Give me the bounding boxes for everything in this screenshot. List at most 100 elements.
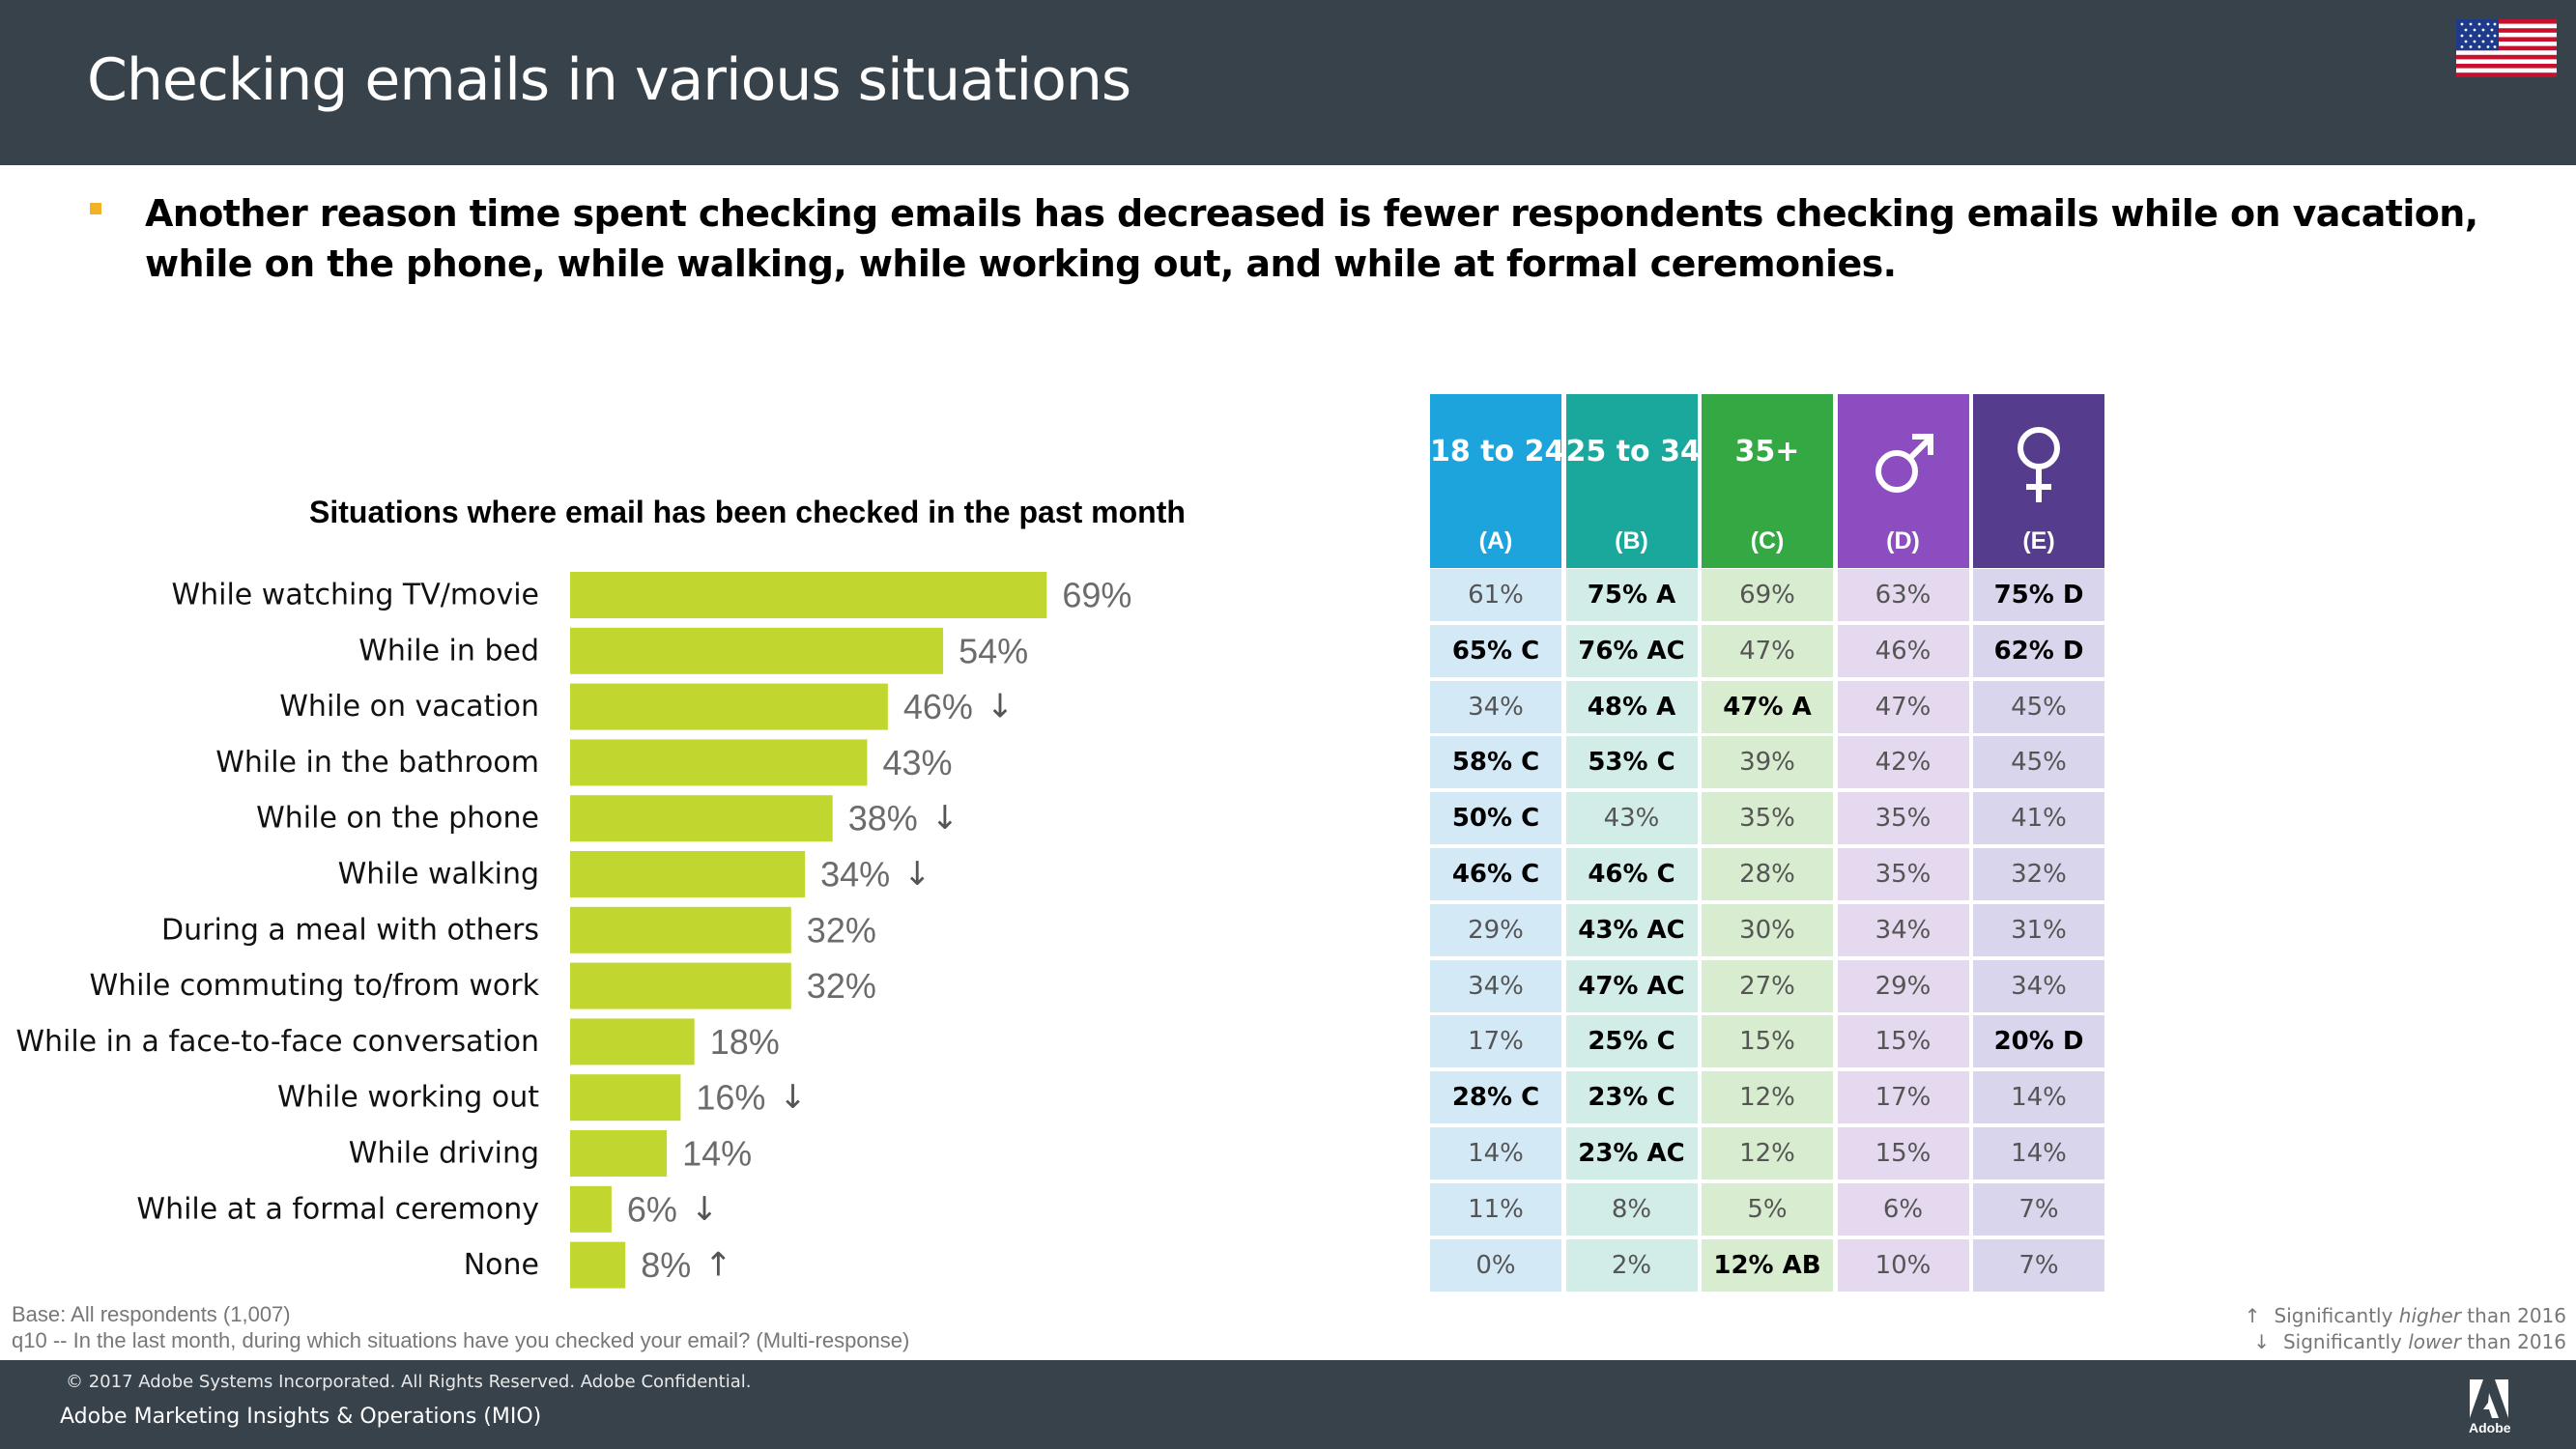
headline-text: Another reason time spent checking email…	[145, 192, 2478, 285]
value-label: 6%	[627, 1189, 677, 1229]
table-cell: 32%	[1973, 848, 2104, 900]
table-cell: 28%	[1702, 848, 1833, 900]
table-cell: 0%	[1430, 1238, 1561, 1292]
table-cell: 15%	[1837, 1015, 1969, 1068]
table-cell: 14%	[1430, 1127, 1561, 1179]
table-cell: 29%	[1837, 959, 1969, 1012]
copyright-text: © 2017 Adobe Systems Incorporated. All R…	[66, 1372, 752, 1392]
table-cell: 47%	[1837, 680, 1969, 733]
table-cell: 29%	[1430, 903, 1561, 956]
table-cell: 6%	[1837, 1182, 1969, 1236]
table-cell: 2%	[1565, 1238, 1698, 1292]
category-label: While in a face-to-face conversation	[15, 1025, 539, 1059]
adobe-wordmark: Adobe	[2469, 1420, 2511, 1435]
value-label: 18%	[710, 1022, 780, 1062]
chart-title: Situations where email has been checked …	[309, 495, 1186, 529]
down-arrow-icon: ↓	[779, 1078, 807, 1117]
base-note: Base: All respondents (1,007)	[12, 1302, 291, 1326]
table-cell: 34%	[1430, 959, 1561, 1012]
table-cell: 28% C	[1430, 1071, 1561, 1124]
value-label: 54%	[959, 631, 1028, 670]
table-cell: 7%	[1973, 1182, 2104, 1236]
table-cell: 53% C	[1565, 736, 1698, 789]
category-label: While at a formal ceremony	[136, 1192, 539, 1226]
category-label: While working out	[277, 1081, 539, 1115]
bar-chart: While watching TV/movie 69% While in bed 54…	[15, 572, 1131, 1289]
table-cell: 50% C	[1430, 792, 1561, 845]
bar	[570, 795, 833, 842]
table-cell: 76% AC	[1565, 624, 1698, 677]
value-label: 32%	[807, 966, 876, 1006]
table-cell: 75% A	[1565, 569, 1698, 621]
table-cell: 15%	[1837, 1127, 1969, 1179]
legend-lower-prefix: Significantly	[2282, 1330, 2409, 1353]
column-header: (E)	[1973, 394, 2104, 568]
table-cell: 14%	[1973, 1127, 2104, 1179]
table-cell: 12%	[1702, 1127, 1833, 1179]
table-cell: 41%	[1973, 792, 2104, 845]
table-cell: 46%	[1837, 624, 1969, 677]
table-cell: 35%	[1837, 848, 1969, 900]
bullet-marker	[90, 203, 101, 214]
table-cell: 46% C	[1430, 848, 1561, 900]
table-cell: 48% A	[1565, 680, 1698, 733]
legend-lower-suffix: than 2016	[2460, 1330, 2566, 1353]
table-cell: 11%	[1430, 1182, 1561, 1236]
table-cell: 20% D	[1973, 1015, 2104, 1068]
value-label: 43%	[882, 743, 952, 782]
column-letter: (D)	[1886, 527, 1920, 554]
table-cell: 31%	[1973, 903, 2104, 956]
bar	[570, 683, 888, 730]
bar	[570, 1074, 681, 1122]
legend-higher-prefix: Significantly	[2274, 1304, 2399, 1327]
male-symbol-icon	[1875, 434, 1933, 493]
table-cell: 61%	[1430, 569, 1561, 621]
table-cell: 39%	[1702, 736, 1833, 789]
legend-lower-emphasis: lower	[2408, 1330, 2461, 1353]
column-header: (D)	[1837, 394, 1969, 568]
legend-higher-suffix: than 2016	[2460, 1304, 2566, 1327]
value-label: 16%	[696, 1078, 765, 1118]
table-cell: 27%	[1702, 959, 1833, 1012]
value-label: 46%	[903, 687, 973, 726]
table-cell: 43%	[1565, 792, 1698, 845]
bar	[570, 1130, 668, 1177]
down-arrow-icon: ↓	[691, 1190, 719, 1229]
bar	[570, 572, 1047, 618]
value-label: 69%	[1062, 576, 1131, 615]
table-cell: 35%	[1702, 792, 1833, 845]
table-cell: 30%	[1702, 903, 1833, 956]
legend-higher-emphasis: higher	[2398, 1304, 2461, 1327]
table-cell: 34%	[1973, 959, 2104, 1012]
bar	[570, 851, 806, 897]
table-cell: 14%	[1973, 1071, 2104, 1124]
table-cell: 23% C	[1565, 1071, 1698, 1124]
us-flag-icon	[2456, 19, 2557, 77]
legend-higher: ↑ Significantly higher than 2016	[2245, 1304, 2566, 1327]
bar	[570, 1241, 626, 1289]
table-cell: 42%	[1837, 736, 1969, 789]
table-cell: 25% C	[1565, 1015, 1698, 1068]
table-cell: 47% A	[1702, 680, 1833, 733]
page-title: Checking emails in various situations	[87, 46, 1131, 114]
bar	[570, 962, 791, 1009]
table-cell: 23% AC	[1565, 1127, 1698, 1179]
category-label: While commuting to/from work	[89, 969, 539, 1003]
bar	[570, 739, 868, 786]
category-label: While watching TV/movie	[171, 579, 539, 612]
down-arrow-icon: ↓	[2253, 1330, 2270, 1353]
value-label: 38%	[848, 799, 918, 838]
column-letter: (B)	[1615, 527, 1648, 554]
bar	[570, 906, 791, 953]
table-cell: 43% AC	[1565, 903, 1698, 956]
table-cell: 12%	[1702, 1071, 1833, 1124]
table-cell: 69%	[1702, 569, 1833, 621]
category-label: While walking	[338, 858, 539, 892]
table-cell: 15%	[1702, 1015, 1833, 1068]
table-cell: 10%	[1837, 1238, 1969, 1292]
table-cell: 7%	[1973, 1238, 2104, 1292]
value-label: 34%	[820, 855, 890, 895]
table-cell: 34%	[1837, 903, 1969, 956]
question-note: q10 -- In the last month, during which s…	[12, 1328, 910, 1352]
column-label: 35+	[1734, 435, 1800, 469]
